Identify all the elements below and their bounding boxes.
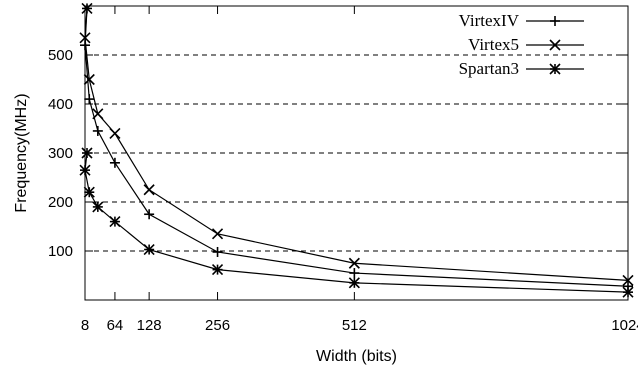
y-tick-label: 100 [48,243,73,260]
y-tick-label: 200 [48,194,73,211]
legend-item: Spartan3 [459,59,584,78]
plus-marker [109,157,120,168]
axis-ticks: 100 200 300 400 500 8 64 128 256 512 1024 [48,6,638,334]
legend-label: Virtex5 [468,35,519,54]
cross-marker [109,127,121,139]
x-axis-label: Width (bits) [316,348,397,365]
x-tick-label: 128 [137,317,162,334]
plus-marker [84,94,95,105]
legend-item: VirtexIV [459,11,584,30]
x-tick-label: 8 [81,317,89,334]
series-Virtex5 [79,2,634,286]
cross-marker [81,2,93,15]
cross-marker [211,228,224,240]
y-tick-label: 500 [48,47,73,64]
y-tick-label: 300 [48,145,73,162]
series-layer [79,2,634,298]
legend-label: Spartan3 [459,59,519,78]
x-tick-label: 64 [107,317,124,334]
grid [85,54,628,252]
star-marker [92,201,104,213]
series-line [84,8,629,287]
cross-marker [348,257,360,269]
star-marker [211,264,224,276]
series-line [84,8,629,281]
y-tick-label: 400 [48,96,73,113]
series-VirtexIV [80,3,633,292]
cross-marker [549,39,561,51]
star-marker [109,216,121,228]
cross-marker [143,184,155,196]
y-axis-label: Frequency(MHz) [13,93,30,212]
x-tick-label: 512 [342,317,367,334]
series-Spartan3 [79,147,634,298]
star-marker [143,243,155,256]
series-line [84,152,629,293]
plus-marker [144,209,155,220]
plus-marker [349,268,360,279]
legend-item: Virtex5 [468,35,584,54]
cross-marker [92,108,104,120]
star-marker [549,63,561,75]
star-marker [348,277,360,289]
plus-marker [92,125,103,136]
x-tick-label: 1024 [611,317,638,334]
star-marker [83,186,95,198]
legend-label: VirtexIV [459,11,520,30]
plus-marker [550,16,560,26]
x-tick-label: 256 [205,317,230,334]
plus-marker [212,246,223,257]
legend: VirtexIV Virtex5 Spartan3 [459,11,584,78]
cross-marker [83,73,95,86]
